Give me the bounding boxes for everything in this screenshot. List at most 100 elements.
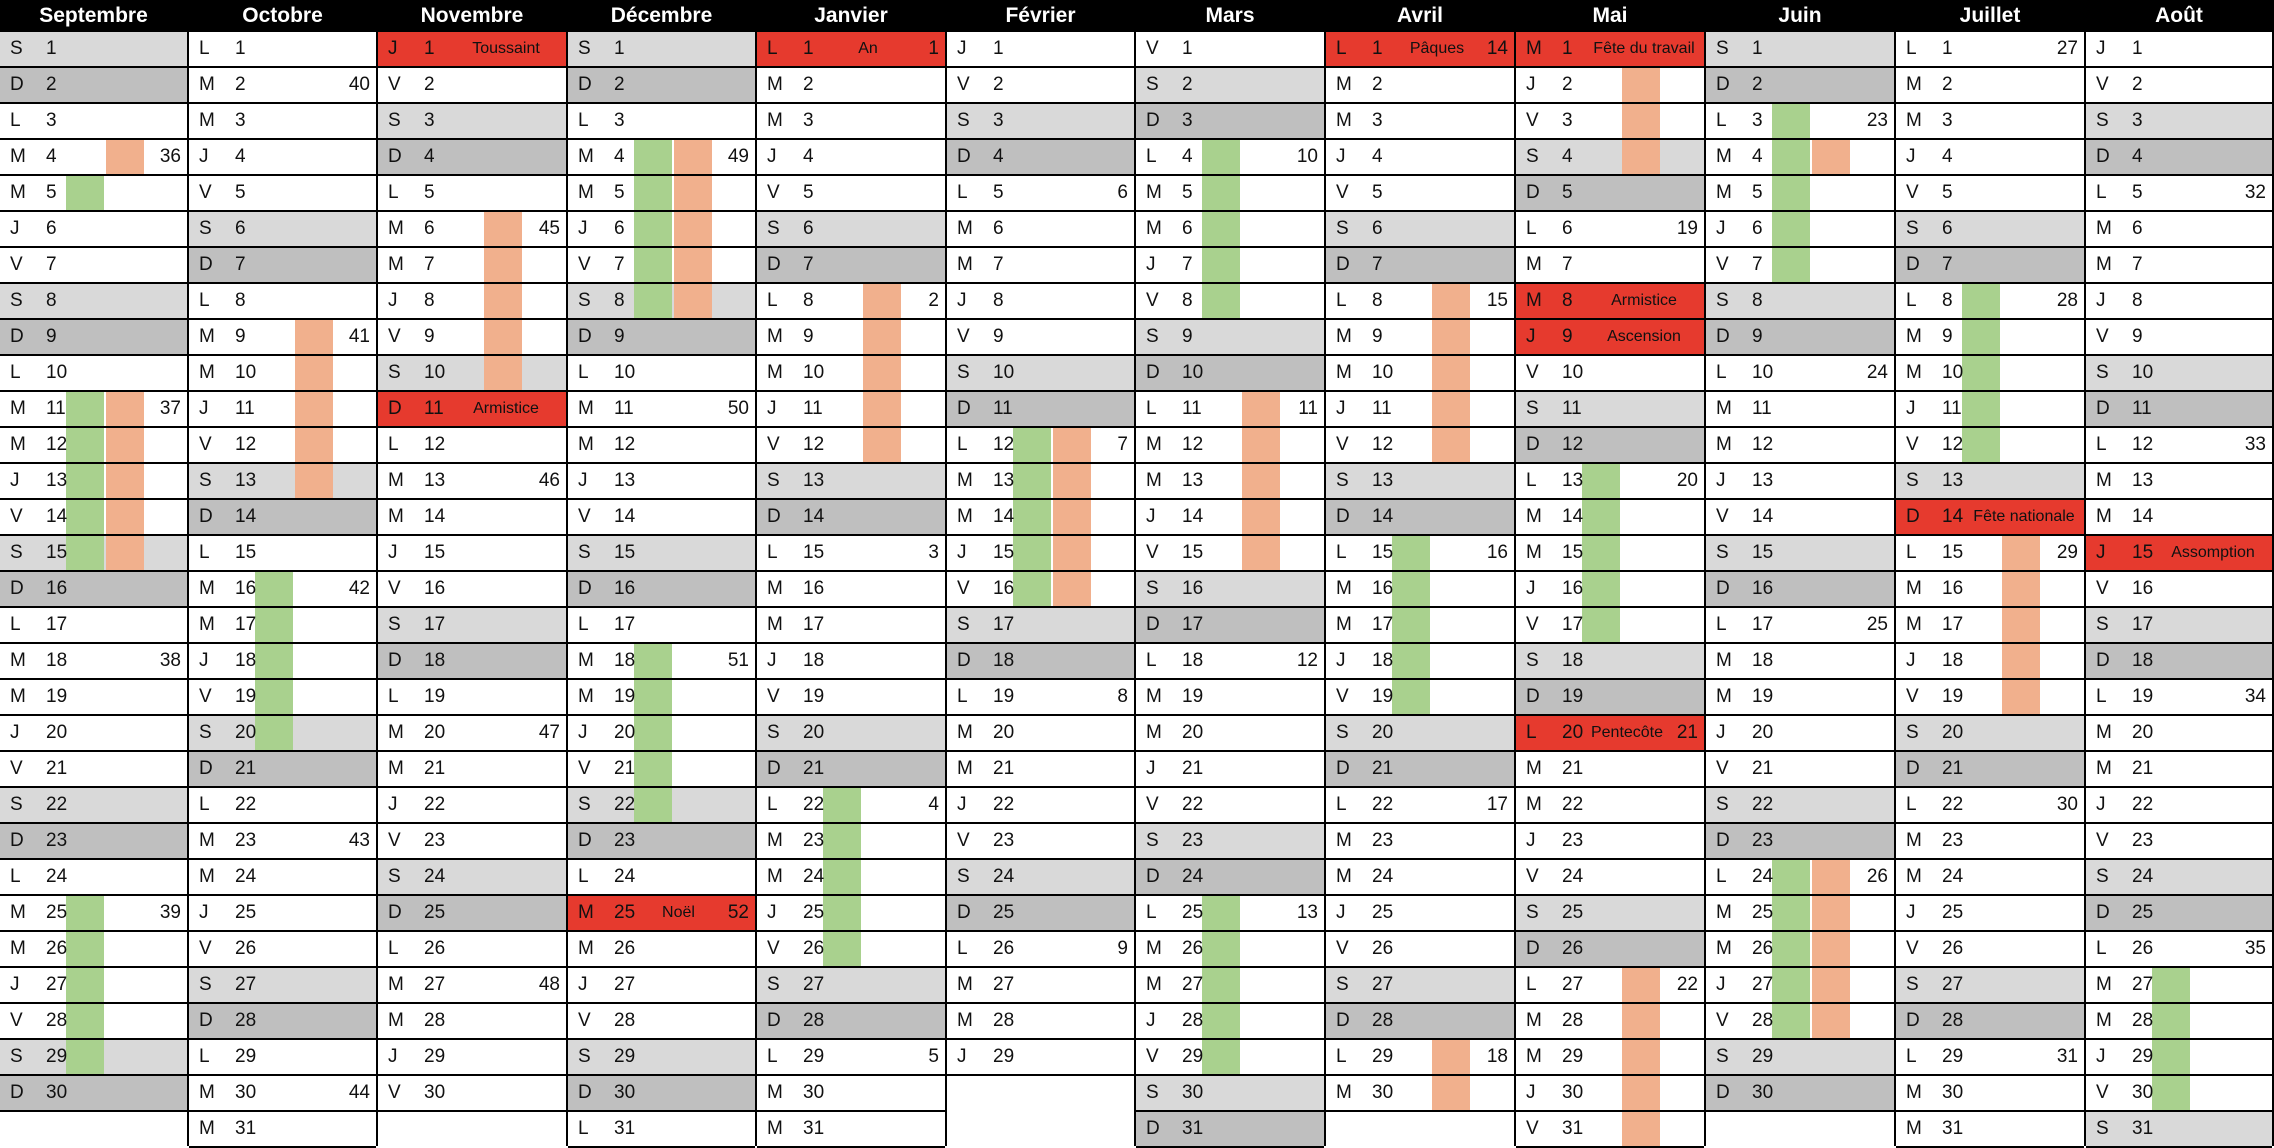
weekday-letter: V — [199, 938, 212, 959]
day-number: 31 — [614, 1118, 636, 1139]
month-header: Mars — [1136, 0, 1324, 32]
day-cell: M 8 Armistice — [1516, 284, 1704, 320]
day-number: 4 — [2132, 146, 2143, 167]
day-number: 17 — [993, 614, 1015, 635]
month-column: Juin S 1 D 2 L 3 23 M 4 M 5 J 6 V 7 S 8 D 9 L 10 24 M 11 M 12 J 13 V 1… — [1706, 0, 1896, 1146]
day-number: 8 — [2132, 290, 2143, 311]
day-number: 22 — [1182, 794, 1204, 815]
vacation-zone-bar — [295, 464, 333, 498]
vacation-zone-bar — [1962, 392, 2000, 426]
weekday-letter: M — [578, 398, 594, 419]
weekday-letter: M — [767, 1118, 783, 1139]
week-number: 29 — [2056, 542, 2078, 563]
weekday-letter: V — [2096, 578, 2109, 599]
week-number: 32 — [2244, 182, 2266, 203]
weekday-letter: L — [388, 686, 399, 707]
day-cell: M 10 — [1896, 356, 2084, 392]
weekday-letter: D — [767, 1010, 781, 1031]
week-number: 28 — [2056, 290, 2078, 311]
day-number: 22 — [803, 794, 825, 815]
day-cell: V 21 — [1706, 752, 1894, 788]
day-cell: L 10 — [0, 356, 187, 392]
weekday-letter: M — [1336, 326, 1352, 347]
day-number: 12 — [614, 434, 636, 455]
weekday-letter: J — [199, 902, 209, 923]
day-number: 13 — [1182, 470, 1204, 491]
day-cell: D 21 — [1326, 752, 1514, 788]
day-number: 29 — [993, 1046, 1015, 1067]
weekday-letter: L — [578, 110, 589, 131]
day-number: 11 — [1182, 398, 1202, 419]
day-cell: M 13 — [947, 464, 1134, 500]
day-cell: D 14 — [189, 500, 376, 536]
weekday-letter: L — [1526, 470, 1537, 491]
vacation-zone-bar — [1242, 536, 1280, 570]
week-number: 24 — [1866, 362, 1888, 383]
day-number: 9 — [1182, 326, 1193, 347]
day-cell: S 20 — [757, 716, 945, 752]
day-cell: D 14 — [757, 500, 945, 536]
weekday-letter: J — [2096, 1046, 2106, 1067]
week-number: 51 — [727, 650, 749, 671]
day-cell: J 11 — [189, 392, 376, 428]
day-cell: J 16 — [1516, 572, 1704, 608]
weekday-letter: V — [1146, 290, 1159, 311]
day-number: 8 — [1182, 290, 1193, 311]
day-number: 2 — [1752, 74, 1763, 95]
weekday-letter: D — [767, 758, 781, 779]
day-number: 14 — [1372, 506, 1394, 527]
day-cell: J 25 — [757, 896, 945, 932]
weekday-letter: M — [388, 758, 404, 779]
day-cell: V 24 — [1516, 860, 1704, 896]
day-number: 8 — [803, 290, 814, 311]
day-number: 1 — [1942, 38, 1953, 59]
weekday-letter: J — [10, 218, 20, 239]
day-number: 27 — [1942, 974, 1964, 995]
day-number: 6 — [46, 218, 57, 239]
day-number: 28 — [993, 1010, 1015, 1031]
weekday-letter: D — [578, 830, 592, 851]
day-number: 28 — [46, 1010, 68, 1031]
day-number: 12 — [993, 434, 1015, 455]
vacation-zone-bar — [863, 284, 901, 318]
day-number: 21 — [614, 758, 636, 779]
day-number: 10 — [235, 362, 257, 383]
weekday-letter: J — [578, 722, 588, 743]
day-cell: L 10 — [568, 356, 755, 392]
day-number: 17 — [235, 614, 257, 635]
weekday-letter: M — [1526, 38, 1542, 59]
month-column: Juillet L 1 27 M 2 M 3 J 4 V 5 S 6 D 7 L 8 28 M 9 M 10 J 11 V 12 S 1… — [1896, 0, 2086, 1148]
day-number: 26 — [1752, 938, 1774, 959]
day-number: 2 — [46, 74, 57, 95]
weekday-letter: S — [10, 38, 23, 59]
weekday-letter: L — [199, 290, 210, 311]
day-number: 14 — [1752, 506, 1774, 527]
day-number: 27 — [993, 974, 1015, 995]
weekday-letter: D — [957, 650, 971, 671]
vacation-zone-bar — [1582, 572, 1620, 606]
day-cell: S 17 — [947, 608, 1134, 644]
weekday-letter: J — [767, 650, 777, 671]
day-cell: M 26 — [0, 932, 187, 968]
vacation-zone-bar — [1962, 356, 2000, 390]
vacation-zone-bar — [1013, 572, 1051, 606]
day-cell: J 22 — [947, 788, 1134, 824]
weekday-letter: J — [1716, 470, 1726, 491]
day-number: 24 — [1942, 866, 1964, 887]
day-number: 12 — [1942, 434, 1964, 455]
day-cell: D 23 — [0, 824, 187, 860]
vacation-zone-bar — [2152, 1040, 2190, 1074]
day-cell: V 22 — [1136, 788, 1324, 824]
day-cell: J 18 — [1896, 644, 2084, 680]
day-number: 13 — [2132, 470, 2154, 491]
day-number: 25 — [1752, 902, 1774, 923]
vacation-zone-bar — [823, 932, 861, 966]
day-number: 9 — [424, 326, 435, 347]
day-number: 26 — [1372, 938, 1394, 959]
day-number: 12 — [2132, 434, 2154, 455]
